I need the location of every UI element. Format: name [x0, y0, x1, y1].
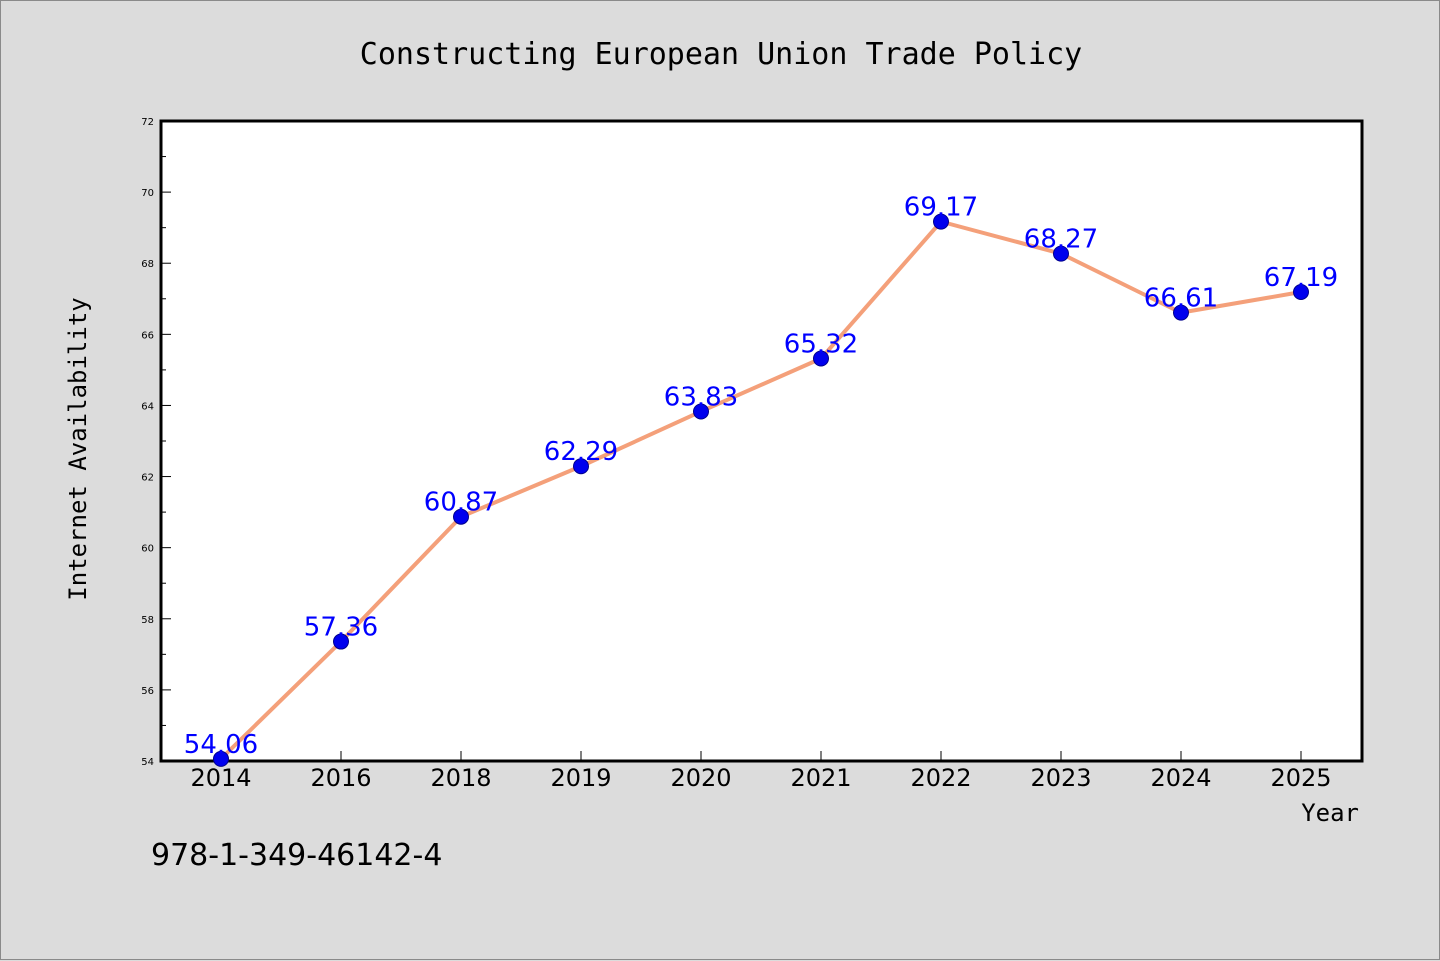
- data-point: [333, 633, 349, 650]
- x-tick-label: 2021: [790, 764, 851, 792]
- y-tick-label: 58: [141, 615, 154, 626]
- data-point: [933, 213, 949, 230]
- data-point: [813, 350, 829, 367]
- data-label: 67.19: [1264, 263, 1338, 293]
- y-axis: 54 56 58 60 62 64 66 68 70 72: [141, 117, 171, 768]
- plot-area: [159, 119, 1364, 763]
- y-tick-label: 70: [141, 188, 154, 199]
- x-axis-label: Year: [1301, 799, 1359, 827]
- data-label: 66.61: [1144, 284, 1218, 314]
- y-tick-label: 64: [141, 401, 154, 412]
- x-tick-label: 2019: [550, 764, 611, 792]
- data-label: 65.32: [784, 330, 858, 360]
- data-point: [213, 750, 229, 767]
- y-tick-label: 56: [141, 686, 154, 697]
- x-tick-label: 2016: [310, 764, 371, 792]
- data-point: [573, 458, 589, 475]
- x-tick-label: 2025: [1270, 764, 1331, 792]
- y-tick-label: 54: [141, 757, 154, 768]
- data-label: 57.36: [304, 613, 378, 643]
- data-label: 54.06: [184, 730, 258, 760]
- y-tick-label: 62: [141, 473, 154, 484]
- y-axis-label: Internet Availability: [64, 297, 92, 600]
- series-line: [219, 219, 1302, 761]
- data-label: 60.87: [424, 488, 498, 518]
- x-tick-label: 2023: [1030, 764, 1091, 792]
- data-label: 62.29: [544, 437, 618, 467]
- x-tick-label: 2020: [670, 764, 731, 792]
- x-tick-label: 2022: [910, 764, 971, 792]
- x-tick-label: 2014: [190, 764, 251, 792]
- data-label: 63.83: [664, 382, 738, 412]
- y-tick-label: 66: [141, 330, 154, 341]
- series-layer: 54.06 57.36 60.87 62.29 63.83 65.32 69.17 68.27…: [184, 193, 1338, 767]
- y-tick-label: 72: [141, 117, 154, 128]
- data-point: [453, 508, 469, 525]
- chart-title: Constructing European Union Trade Policy: [360, 37, 1082, 72]
- x-tick-label: 2018: [430, 764, 491, 792]
- data-point: [1053, 245, 1069, 262]
- y-tick-label: 60: [141, 544, 154, 555]
- data-label: 69.17: [904, 193, 978, 223]
- x-tick-label: 2024: [1150, 764, 1211, 792]
- isbn-text: 978-1-349-46142-4: [151, 838, 442, 873]
- data-point: [1173, 304, 1189, 321]
- y-tick-label: 68: [141, 259, 154, 270]
- data-point: [693, 403, 709, 420]
- data-point: [1293, 284, 1309, 301]
- data-label: 68.27: [1024, 225, 1098, 255]
